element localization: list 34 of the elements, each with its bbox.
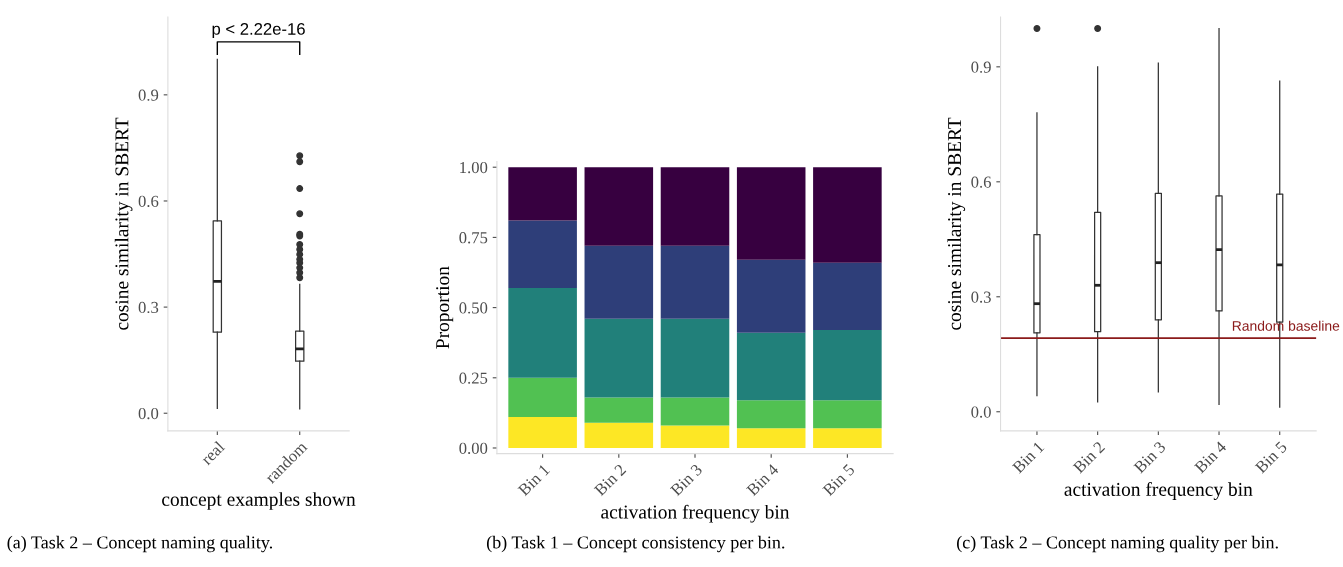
y-tick-label: 0.50 <box>459 302 488 314</box>
y-tick-label: 0.0 <box>971 406 991 418</box>
x-tick-label: Bin 4 <box>746 463 780 497</box>
y-axis-title: Proportion <box>436 266 454 349</box>
x-tick-label: Bin 5 <box>1254 440 1288 474</box>
x-axis-title: activation frequency bin <box>1064 482 1253 500</box>
x-tick-label: Bin 1 <box>517 463 551 497</box>
y-tick-label: 0.9 <box>971 61 991 73</box>
y-tick-label: 0.75 <box>459 232 488 244</box>
x-tick-label: Bin 3 <box>669 463 703 497</box>
x-axis-title: activation frequency bin <box>601 504 790 523</box>
x-tick-label: Bin 2 <box>593 463 627 497</box>
x-tick-label: Bin 3 <box>1133 440 1167 474</box>
text: (c) Task 2 – Concept naming quality per bin. <box>957 535 1278 553</box>
y-tick-label: 0.3 <box>138 301 159 314</box>
text: (b) Task 1 – Concept consistency per bin. <box>486 535 785 553</box>
y-tick-label: 0.3 <box>971 291 991 303</box>
x-tick-label: real <box>199 440 226 466</box>
y-tick-label: 0.6 <box>971 176 992 188</box>
y-tick-label: 0.0 <box>138 407 159 420</box>
x-tick-label: Bin 2 <box>1072 440 1106 474</box>
y-tick-label: 0.00 <box>459 442 488 454</box>
text: (a) Task 2 – Concept naming quality. <box>7 535 273 553</box>
y-tick-label: 1.00 <box>460 161 488 174</box>
y-tick-label: 0.6 <box>138 195 159 207</box>
y-tick-label: 0.9 <box>138 89 159 101</box>
y-axis-title: cosine similarity in SBERT <box>114 117 133 330</box>
y-axis-title: cosine similarity in SBERT <box>947 117 966 330</box>
x-tick-label: Bin 5 <box>822 463 856 497</box>
annotation: p < 2.22e-16 <box>212 23 305 39</box>
x-axis-title: concept examples shown <box>162 492 356 510</box>
x-tick-label: Bin 1 <box>1011 441 1045 474</box>
y-tick-label: 0.25 <box>459 372 488 384</box>
x-tick-label: Bin 4 <box>1193 440 1228 474</box>
